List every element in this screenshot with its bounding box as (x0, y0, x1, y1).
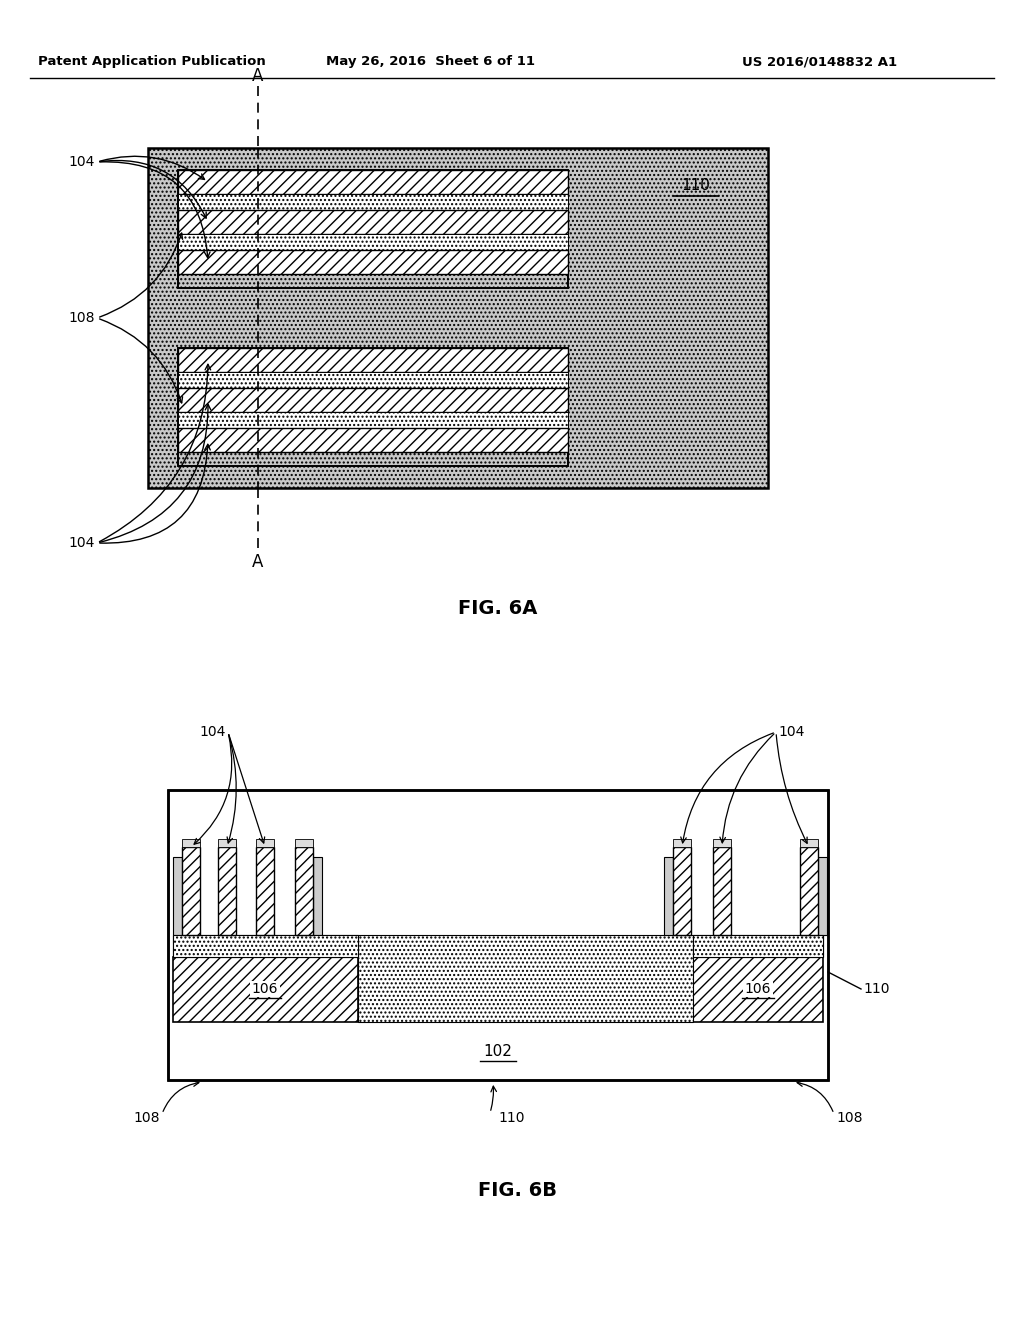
Bar (218, 840, 236, 847)
Text: 106: 106 (744, 982, 771, 997)
Bar (178, 194, 568, 210)
Text: 104: 104 (69, 154, 95, 169)
Bar (673, 840, 691, 847)
Text: 110: 110 (863, 982, 890, 997)
Bar (218, 847, 236, 935)
Bar (178, 348, 568, 372)
Bar (168, 789, 828, 1080)
Bar (800, 847, 818, 935)
Bar (800, 840, 818, 847)
Bar (178, 372, 568, 388)
Text: 102: 102 (483, 1044, 512, 1059)
Text: A: A (252, 553, 264, 572)
Text: 110: 110 (682, 178, 711, 194)
Text: May 26, 2016  Sheet 6 of 11: May 26, 2016 Sheet 6 of 11 (326, 55, 535, 69)
Bar (313, 857, 322, 935)
Bar (178, 348, 568, 466)
Text: 104: 104 (778, 725, 805, 739)
Bar (178, 170, 568, 194)
Bar (173, 935, 358, 957)
Bar (173, 957, 358, 1022)
Bar (178, 249, 568, 275)
Bar (178, 170, 568, 288)
Text: FIG. 6B: FIG. 6B (478, 1180, 557, 1200)
Text: 104: 104 (69, 536, 95, 550)
Bar (256, 847, 274, 935)
Text: 104: 104 (200, 725, 226, 739)
Bar (713, 840, 731, 847)
Bar (818, 857, 827, 935)
Bar (256, 840, 274, 847)
Text: Patent Application Publication: Patent Application Publication (38, 55, 266, 69)
Bar (295, 847, 313, 935)
Bar (673, 847, 691, 935)
Bar (693, 935, 823, 957)
Bar (693, 957, 823, 1022)
Text: 108: 108 (69, 312, 95, 325)
Bar (182, 840, 200, 847)
Text: FIG. 6A: FIG. 6A (459, 598, 538, 618)
Text: 110: 110 (498, 1111, 524, 1125)
Bar (295, 840, 313, 847)
Bar (182, 847, 200, 935)
Bar (178, 428, 568, 451)
Text: 106: 106 (252, 982, 279, 997)
Bar (178, 210, 568, 234)
Text: 108: 108 (836, 1111, 862, 1125)
Text: 108: 108 (133, 1111, 160, 1125)
Bar (173, 857, 182, 935)
Bar (178, 412, 568, 428)
Bar (148, 148, 768, 488)
Bar (358, 935, 693, 1022)
Text: US 2016/0148832 A1: US 2016/0148832 A1 (742, 55, 898, 69)
Bar (178, 234, 568, 249)
Text: A: A (252, 67, 264, 84)
Bar (178, 388, 568, 412)
Bar (693, 935, 823, 957)
Bar (173, 935, 358, 957)
Bar (664, 857, 673, 935)
Bar (168, 789, 828, 1080)
Bar (713, 847, 731, 935)
